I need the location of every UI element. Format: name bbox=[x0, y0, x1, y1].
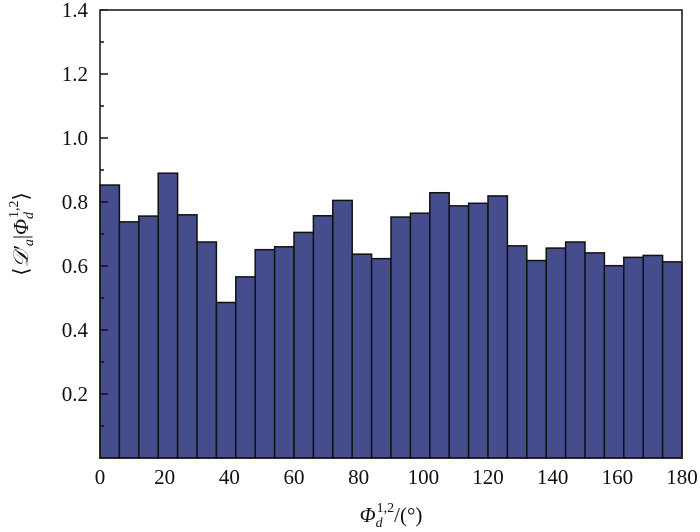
x-axis-label: Φd1,2/(°) bbox=[360, 501, 423, 531]
bar bbox=[215, 301, 237, 459]
bar bbox=[312, 215, 334, 459]
y-tick-label: 0.4 bbox=[62, 318, 89, 342]
bar bbox=[176, 214, 198, 459]
x-tick-labels: 0 20 40 60 80 100 120 140 160 180 bbox=[95, 465, 698, 489]
y-tick-labels: 0.2 0.4 0.6 0.8 1.0 1.2 1.4 bbox=[62, 0, 89, 406]
bar bbox=[254, 248, 276, 459]
bar bbox=[370, 257, 392, 459]
x-tick-label: 0 bbox=[95, 465, 106, 489]
y-tick-label: 1.2 bbox=[62, 62, 88, 86]
bar bbox=[526, 259, 547, 459]
x-tick-label: 100 bbox=[408, 465, 440, 489]
y-axis-label: ⟨𝒟′a|Φd1,2⟩ bbox=[7, 192, 37, 275]
bar bbox=[351, 253, 373, 459]
bar bbox=[157, 172, 179, 459]
y-tick-label: 0.6 bbox=[62, 254, 88, 278]
bar bbox=[332, 199, 353, 459]
bar bbox=[235, 276, 256, 459]
bar bbox=[661, 261, 683, 459]
bar bbox=[118, 221, 140, 459]
bar bbox=[293, 231, 315, 459]
bar bbox=[603, 264, 625, 459]
bar bbox=[467, 202, 489, 459]
bar bbox=[642, 254, 664, 459]
bars bbox=[99, 172, 683, 459]
bar bbox=[448, 205, 470, 459]
bar bbox=[545, 247, 567, 459]
x-tick-label: 140 bbox=[537, 465, 569, 489]
bar bbox=[409, 212, 431, 459]
bar bbox=[273, 246, 295, 459]
x-tick-label: 180 bbox=[666, 465, 698, 489]
bar bbox=[99, 184, 121, 459]
x-tick-label: 60 bbox=[284, 465, 305, 489]
y-tick-label: 1.4 bbox=[62, 0, 89, 22]
bar bbox=[487, 195, 509, 459]
x-tick-label: 20 bbox=[154, 465, 175, 489]
x-tick-label: 80 bbox=[348, 465, 369, 489]
bar bbox=[623, 256, 644, 459]
x-tick-label: 120 bbox=[472, 465, 504, 489]
bar bbox=[138, 215, 159, 459]
plot-frame bbox=[99, 9, 683, 459]
x-tick-label: 160 bbox=[602, 465, 634, 489]
bar bbox=[429, 191, 450, 459]
bar bbox=[584, 252, 606, 459]
x-tick-label: 40 bbox=[219, 465, 240, 489]
bar bbox=[196, 241, 218, 459]
bar bbox=[564, 241, 586, 459]
bar bbox=[506, 245, 528, 459]
y-tick-label: 0.2 bbox=[62, 382, 88, 406]
y-tick-label: 1.0 bbox=[62, 126, 88, 150]
bar bbox=[390, 216, 412, 459]
y-tick-label: 0.8 bbox=[62, 190, 88, 214]
